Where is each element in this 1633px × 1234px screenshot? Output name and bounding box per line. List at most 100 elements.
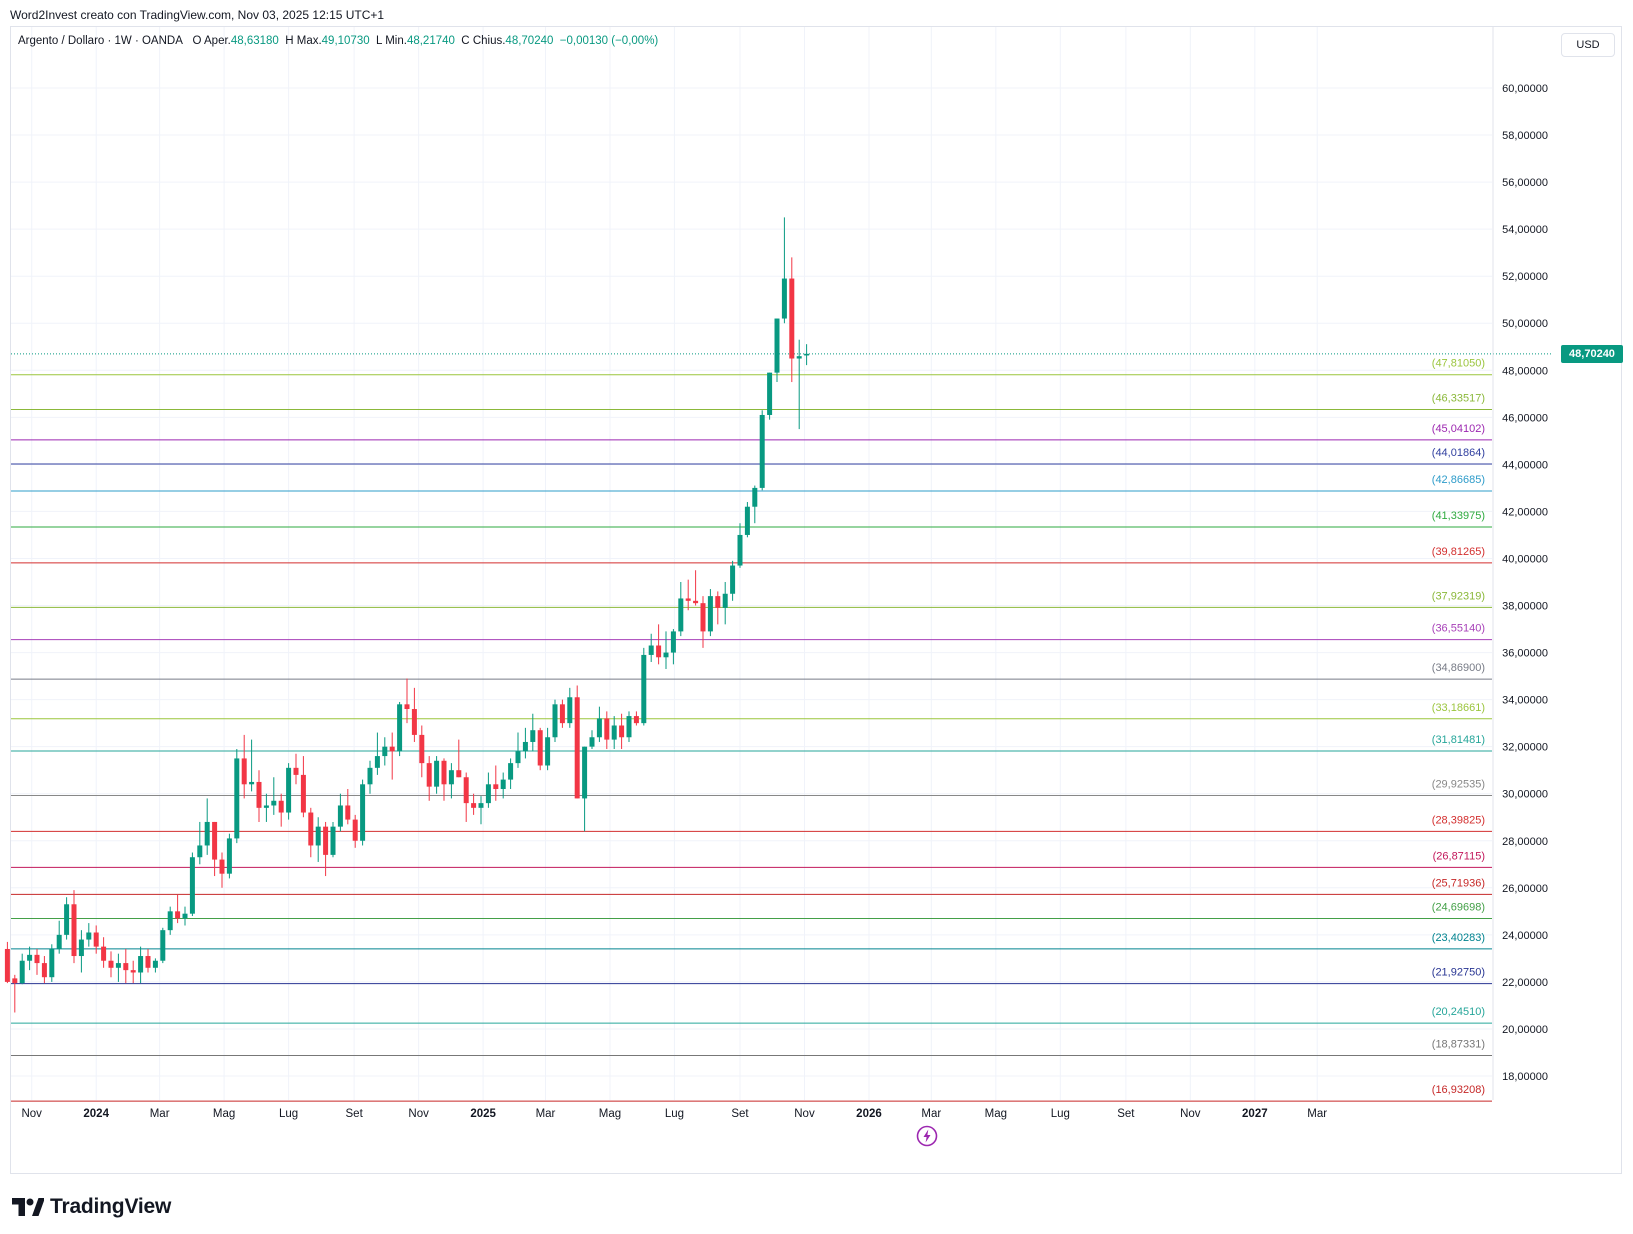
candle[interactable]: [730, 560, 736, 601]
candle[interactable]: [530, 713, 536, 752]
candle[interactable]: [626, 711, 632, 742]
candle[interactable]: [633, 711, 639, 726]
candle[interactable]: [189, 852, 195, 917]
candle[interactable]: [352, 814, 358, 848]
candle[interactable]: [500, 772, 506, 799]
candle[interactable]: [737, 523, 743, 568]
candle[interactable]: [27, 946, 33, 971]
candle[interactable]: [670, 629, 676, 665]
candle[interactable]: [330, 821, 336, 858]
candle[interactable]: [789, 257, 795, 383]
candle[interactable]: [478, 796, 484, 825]
candle[interactable]: [182, 906, 188, 926]
candle[interactable]: [448, 763, 454, 799]
candle[interactable]: [86, 923, 92, 947]
candle[interactable]: [167, 906, 173, 935]
candle[interactable]: [744, 502, 750, 538]
candle[interactable]: [34, 948, 40, 975]
candle[interactable]: [286, 763, 292, 820]
candle[interactable]: [145, 948, 151, 973]
candle[interactable]: [552, 699, 558, 742]
candle[interactable]: [374, 732, 380, 775]
candle[interactable]: [759, 410, 765, 491]
candle[interactable]: [508, 758, 514, 790]
candle[interactable]: [411, 687, 417, 742]
candle[interactable]: [774, 318, 780, 383]
candle[interactable]: [434, 756, 440, 794]
candle[interactable]: [545, 727, 551, 771]
candle[interactable]: [212, 821, 218, 877]
lightning-icon[interactable]: [916, 1125, 938, 1147]
candle[interactable]: [12, 974, 18, 1013]
candle[interactable]: [71, 890, 77, 964]
candle[interactable]: [152, 958, 158, 973]
candle[interactable]: [700, 596, 706, 648]
candle[interactable]: [367, 760, 373, 794]
candle[interactable]: [256, 770, 262, 822]
candle[interactable]: [781, 217, 787, 324]
candle[interactable]: [204, 798, 210, 855]
candle[interactable]: [64, 897, 70, 940]
candle[interactable]: [308, 807, 314, 858]
candle[interactable]: [115, 953, 121, 982]
candle[interactable]: [271, 777, 277, 815]
candle[interactable]: [707, 589, 713, 637]
candle[interactable]: [522, 727, 528, 759]
candle[interactable]: [138, 946, 144, 984]
candle[interactable]: [219, 852, 225, 888]
candle[interactable]: [678, 582, 684, 637]
candle[interactable]: [715, 591, 721, 625]
candle[interactable]: [611, 716, 617, 750]
candle[interactable]: [722, 582, 728, 625]
candle[interactable]: [226, 833, 232, 879]
candle[interactable]: [596, 706, 602, 742]
candle[interactable]: [101, 937, 107, 968]
candle[interactable]: [515, 732, 521, 768]
candle[interactable]: [663, 631, 669, 670]
candle[interactable]: [485, 772, 491, 808]
candle[interactable]: [360, 779, 366, 846]
candle[interactable]: [404, 678, 410, 724]
candle[interactable]: [656, 624, 662, 665]
candle[interactable]: [315, 817, 321, 862]
candle[interactable]: [108, 951, 114, 978]
candle[interactable]: [263, 793, 269, 822]
candle[interactable]: [41, 956, 47, 984]
candle[interactable]: [293, 753, 299, 785]
candle[interactable]: [419, 725, 425, 778]
candle[interactable]: [441, 758, 447, 801]
candle[interactable]: [123, 948, 129, 984]
candle[interactable]: [337, 793, 343, 832]
candle[interactable]: [323, 821, 329, 877]
candle[interactable]: [278, 793, 284, 827]
candle[interactable]: [752, 485, 758, 524]
currency-selector[interactable]: USD: [1561, 33, 1615, 57]
candle[interactable]: [197, 821, 203, 865]
candle[interactable]: [796, 339, 802, 430]
candle[interactable]: [567, 687, 573, 728]
tradingview-logo[interactable]: TradingView: [12, 1195, 171, 1219]
candle[interactable]: [648, 633, 654, 662]
candle[interactable]: [249, 739, 255, 792]
candle[interactable]: [582, 746, 588, 832]
candle[interactable]: [93, 925, 99, 954]
candle[interactable]: [4, 941, 10, 984]
candle[interactable]: [234, 749, 240, 844]
candle[interactable]: [175, 894, 181, 924]
candle[interactable]: [241, 734, 247, 799]
candle[interactable]: [397, 701, 403, 757]
candle[interactable]: [130, 960, 136, 984]
candle[interactable]: [559, 699, 565, 728]
candle[interactable]: [382, 737, 388, 766]
chart-frame[interactable]: [10, 26, 1622, 1174]
candle[interactable]: [767, 372, 773, 420]
candle[interactable]: [49, 944, 55, 982]
candle[interactable]: [56, 920, 62, 954]
candle[interactable]: [804, 344, 810, 366]
candle[interactable]: [471, 793, 477, 815]
candle[interactable]: [693, 570, 699, 606]
candle[interactable]: [300, 756, 306, 818]
candle[interactable]: [456, 739, 462, 778]
candle[interactable]: [19, 953, 25, 985]
